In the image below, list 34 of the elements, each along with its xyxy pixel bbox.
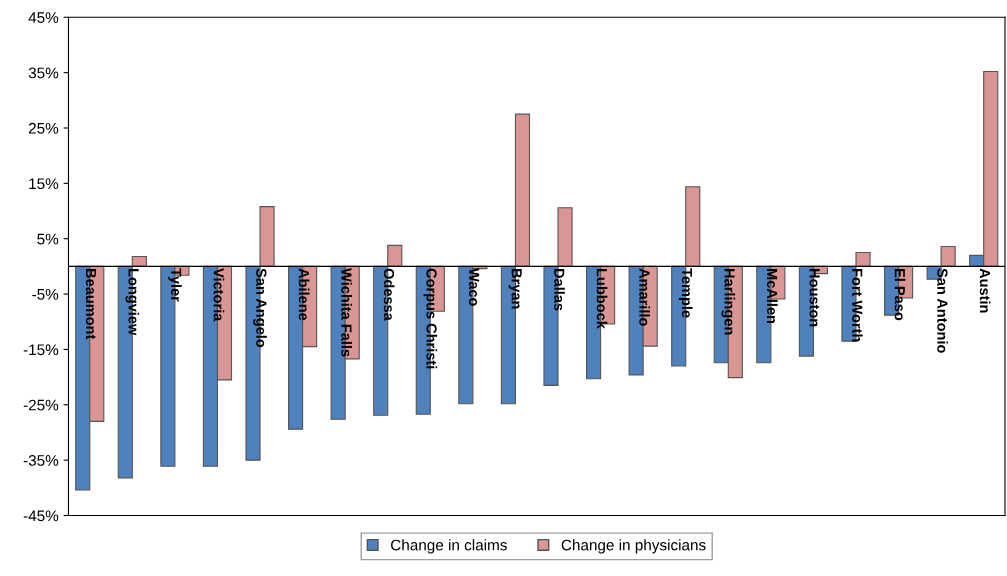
y-tick-label: -35% [23, 455, 59, 466]
x-tick-label: Fort Worth [852, 269, 863, 342]
y-tick-label: 15% [29, 178, 59, 190]
y-tick-label: -45% [23, 510, 59, 522]
y-tick-label: 35% [28, 67, 59, 79]
y-tick-label: -5% [32, 289, 59, 300]
y-tick-label: -25% [23, 399, 59, 411]
x-tick-label: Amarillo [639, 268, 650, 326]
legend-label: Change in physicians [561, 539, 706, 554]
x-tick-label: McAllen [766, 269, 778, 324]
legend-label: Change in claims [391, 539, 507, 554]
y-tick-label: 45% [28, 12, 59, 23]
x-tick-label: Tyler [168, 268, 182, 302]
x-tick-label: Victoria [213, 268, 225, 322]
x-tick-label: Austin [979, 268, 991, 313]
x-tick-label: Harlingen [721, 269, 736, 335]
x-tick-label: Odessa [383, 268, 395, 321]
y-tick-label: 5% [37, 233, 59, 245]
x-tick-label: Temple [678, 268, 693, 318]
x-tick-label: San Angelo [253, 268, 267, 348]
x-tick-label: El Paso [894, 269, 906, 321]
x-tick-label: Lubbock [596, 269, 608, 329]
x-tick-label: Bryan [508, 269, 522, 309]
x-tick-label: San Antonio [937, 268, 948, 353]
x-tick-label: Waco [468, 268, 480, 306]
x-tick-label: Abilene [298, 268, 310, 321]
x-tick-label: Dallas [554, 269, 565, 311]
y-tick-label: -15% [23, 344, 59, 356]
x-tick-label: Corpus Christi [423, 268, 438, 369]
x-tick-label: Wichita Falls [341, 268, 352, 357]
x-tick-label: Houston [809, 269, 820, 327]
y-tick-label: 25% [28, 122, 59, 134]
x-tick-label: Longview [125, 269, 140, 336]
x-tick-label: Beaumont [85, 269, 97, 340]
